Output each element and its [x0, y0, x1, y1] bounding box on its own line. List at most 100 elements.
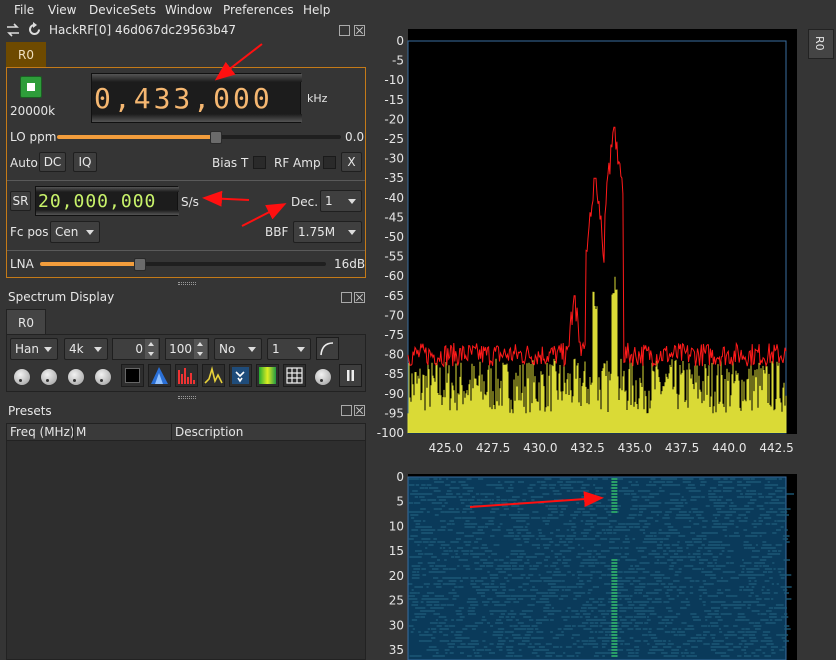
- spin-down-icon[interactable]: [194, 349, 207, 359]
- lna-slider-handle[interactable]: [134, 258, 146, 271]
- waterfall-y-tick-label: 5: [396, 495, 404, 509]
- y-tick-label: -50: [384, 230, 404, 244]
- live-trace-button[interactable]: [229, 364, 252, 387]
- grid-button[interactable]: [283, 364, 306, 387]
- close-icon[interactable]: [354, 25, 365, 36]
- curve-icon: [320, 342, 334, 356]
- menu-file[interactable]: File: [14, 3, 35, 17]
- window-select[interactable]: Han: [10, 338, 58, 360]
- chevron-down-icon: [44, 347, 52, 352]
- lna-slider-fill: [40, 262, 140, 266]
- y-tick-label: -25: [384, 132, 404, 146]
- decay-knob[interactable]: [13, 368, 31, 386]
- lna-value: 16dB: [334, 257, 366, 271]
- waterfall-button[interactable]: [148, 364, 171, 387]
- histogram-icon: [178, 368, 195, 384]
- spin-up-icon[interactable]: [194, 339, 207, 349]
- iq-button[interactable]: IQ: [73, 152, 97, 172]
- reload-icon[interactable]: [27, 22, 42, 37]
- sample-rate-label: 20000k: [10, 104, 56, 118]
- fft-size-value: 4k: [69, 342, 84, 356]
- tab-right-r0[interactable]: R0: [808, 29, 834, 59]
- lo-ppm-slider-handle[interactable]: [210, 131, 222, 144]
- max-hold-button[interactable]: [202, 364, 225, 387]
- tab-spectrum-r0[interactable]: R0: [6, 309, 46, 335]
- menu-help[interactable]: Help: [303, 3, 331, 17]
- colormap-button[interactable]: [256, 364, 279, 387]
- sample-rate-unit: S/s: [181, 195, 199, 209]
- lna-slider[interactable]: [40, 262, 326, 266]
- spectrum-view[interactable]: 0 -5 -10 -15 -20 -25 -30 -35 -40 -45 -50 -55 -60 -65 -…: [376, 29, 797, 660]
- sr-dial-bottom-shade: [36, 210, 179, 215]
- sr-button[interactable]: SR: [10, 191, 31, 211]
- x-tick-label: 430.0: [523, 441, 557, 455]
- pause-button[interactable]: [339, 364, 362, 387]
- column-m[interactable]: M: [76, 425, 87, 439]
- menu-preferences[interactable]: Preferences: [223, 3, 294, 17]
- y-tick-label: -35: [384, 171, 404, 185]
- chevron-down-icon: [297, 347, 305, 352]
- start-stop-button[interactable]: [20, 76, 42, 98]
- menu-view[interactable]: View: [48, 3, 77, 17]
- pause-icon: [347, 370, 354, 381]
- bbf-select[interactable]: 1.75M: [293, 221, 362, 243]
- filter-curve-button[interactable]: [316, 337, 339, 360]
- dc-button[interactable]: DC: [39, 152, 66, 172]
- column-divider: [171, 424, 172, 441]
- averaging-value: 1: [272, 342, 280, 356]
- range-spinbox[interactable]: 100: [165, 338, 209, 360]
- grid-intensity-knob[interactable]: [94, 368, 112, 386]
- bias-t-checkbox[interactable]: [253, 156, 266, 169]
- x-tick-label: 437.5: [665, 441, 699, 455]
- column-divider: [73, 424, 74, 441]
- histogram-button[interactable]: [175, 364, 198, 387]
- frequency-unit: kHz: [307, 92, 328, 105]
- fft-size-select[interactable]: 4k: [64, 338, 108, 360]
- chevron-down-icon: [348, 230, 356, 235]
- float-icon[interactable]: [341, 405, 352, 416]
- menu-window[interactable]: Window: [165, 3, 213, 17]
- fc-pos-select[interactable]: Cen: [50, 221, 100, 243]
- decay-divisor-knob[interactable]: [40, 368, 58, 386]
- float-icon[interactable]: [341, 292, 352, 303]
- averaging-select[interactable]: 1: [267, 338, 311, 360]
- rf-amp-label: RF Amp: [274, 156, 321, 170]
- decimation-select[interactable]: 1: [320, 190, 362, 212]
- spin-down-icon[interactable]: [145, 349, 158, 359]
- bbf-value: 1.75M: [298, 225, 336, 239]
- spectrum-chart[interactable]: 0 -5 -10 -15 -20 -25 -30 -35 -40 -45 -50 -55 -60 -65 -…: [376, 29, 797, 660]
- close-icon[interactable]: [354, 292, 365, 303]
- overlap-select[interactable]: No: [214, 338, 262, 360]
- y-tick-label: -100: [377, 426, 404, 440]
- sample-rate-dial[interactable]: 20,000,000: [35, 186, 179, 216]
- column-freq[interactable]: Freq (MHz): [10, 425, 75, 439]
- x-tick-label: 435.0: [618, 441, 652, 455]
- y-tick-label: -60: [384, 269, 404, 283]
- menu-devicesets[interactable]: DeviceSets: [89, 3, 156, 17]
- stroke-knob[interactable]: [67, 368, 85, 386]
- axis-strip: [376, 29, 408, 660]
- overlap-value: No: [219, 342, 236, 356]
- y-tick-label: -30: [384, 152, 404, 166]
- frequency-dial[interactable]: 0,433,000: [91, 73, 302, 123]
- column-description[interactable]: Description: [175, 425, 244, 439]
- chevron-down-icon: [94, 347, 102, 352]
- spin-up-icon[interactable]: [145, 339, 158, 349]
- device-title: HackRF[0] 46d067dc29563b47: [49, 23, 237, 37]
- float-icon[interactable]: [339, 25, 350, 36]
- ref-level-spinbox[interactable]: 0: [112, 338, 160, 360]
- x-tick-label: 440.0: [712, 441, 746, 455]
- rf-amp-checkbox[interactable]: [323, 156, 336, 169]
- resize-grip[interactable]: [178, 282, 196, 285]
- tab-device-r0[interactable]: R0: [6, 42, 46, 68]
- close-icon[interactable]: [354, 405, 365, 416]
- ref-level-value: 0: [135, 342, 143, 356]
- swap-icon[interactable]: [6, 23, 20, 37]
- grid-knob[interactable]: [314, 368, 332, 386]
- device-panel: 20000k 0,433,000 kHz LO ppm 0.0 Auto DC …: [6, 67, 366, 278]
- color-black-button[interactable]: [121, 364, 144, 387]
- chevron-down-icon: [248, 347, 256, 352]
- resize-grip[interactable]: [178, 396, 196, 399]
- axis-strip-bottom: [376, 434, 797, 474]
- x-button[interactable]: X: [341, 152, 362, 172]
